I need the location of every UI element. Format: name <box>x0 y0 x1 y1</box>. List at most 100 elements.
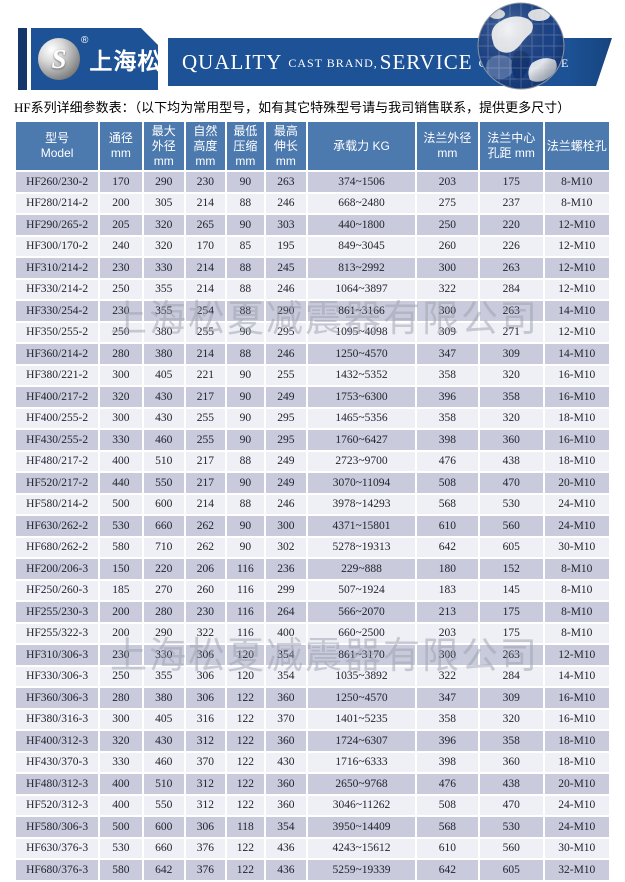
table-cell: 246 <box>265 344 306 364</box>
table-cell: 255 <box>265 365 306 385</box>
table-cell: HF255/230-3 <box>16 602 99 622</box>
table-cell: 250 <box>100 666 142 686</box>
table-cell: 1250~4570 <box>308 688 415 708</box>
table-cell: 240 <box>100 236 142 256</box>
table-cell: 3978~14293 <box>308 494 415 514</box>
table-cell: 24-M10 <box>544 795 609 815</box>
table-cell: 508 <box>416 795 478 815</box>
table-cell: 358 <box>416 408 478 428</box>
table-cell: 436 <box>265 860 306 880</box>
table-cell: 152 <box>479 559 543 579</box>
slogan-word-service: SERVICE <box>379 49 473 74</box>
table-cell: 24-M10 <box>544 516 609 536</box>
table-cell: 1401~5235 <box>308 709 415 729</box>
table-cell: 8-M10 <box>544 580 609 600</box>
table-cell: 320 <box>479 408 543 428</box>
table-cell: 90 <box>226 473 264 493</box>
table-cell: 213 <box>416 602 478 622</box>
column-header: 承载力 KG <box>308 122 415 170</box>
table-cell: 550 <box>143 473 184 493</box>
table-row: HF580/214-2 500 600 214 88 246 3978~14293 568 53… <box>16 494 609 514</box>
table-cell: 284 <box>479 279 543 299</box>
table-cell: 90 <box>226 516 264 536</box>
table-cell: 260 <box>416 236 478 256</box>
table-cell: 322 <box>416 666 478 686</box>
table-cell: 88 <box>226 344 264 364</box>
column-header: 通径 mm <box>100 122 142 170</box>
table-cell: 1250~4570 <box>308 344 415 364</box>
table-cell: 180 <box>416 559 478 579</box>
table-cell: 12-M10 <box>544 322 609 342</box>
table-cell: 668~2480 <box>308 193 415 213</box>
table-cell: 90 <box>226 172 264 192</box>
table-cell: 246 <box>265 279 306 299</box>
table-cell: 1760~6427 <box>308 430 415 450</box>
table-cell: 398 <box>416 752 478 772</box>
table-cell: 1753~6300 <box>308 387 415 407</box>
table-cell: HF360/214-2 <box>16 344 99 364</box>
banner-left-bar <box>18 28 27 90</box>
table-cell: 600 <box>143 494 184 514</box>
table-cell: 200 <box>100 602 142 622</box>
table-cell: 20-M10 <box>544 774 609 794</box>
table-row: HF520/217-2 440 550 217 90 249 3070~11094 508 47… <box>16 473 609 493</box>
table-cell: 405 <box>143 365 184 385</box>
table-cell: 530 <box>100 516 142 536</box>
table-cell: 221 <box>185 365 225 385</box>
table-cell: 476 <box>416 451 478 471</box>
table-cell: 3070~11094 <box>308 473 415 493</box>
table-cell: 660 <box>143 838 184 858</box>
table-cell: 214 <box>185 344 225 364</box>
table-cell: 312 <box>185 731 225 751</box>
table-cell: 360 <box>265 731 306 751</box>
table-cell: 309 <box>479 344 543 364</box>
table-row: HF380/316-3 300 405 316 122 370 1401~5235 358 32… <box>16 709 609 729</box>
company-sphere-logo-icon: S <box>38 38 80 80</box>
slogan-word-cast-brand: CAST BRAND, <box>288 56 378 70</box>
table-cell: 246 <box>265 193 306 213</box>
table-cell: 170 <box>185 236 225 256</box>
table-cell: 400 <box>265 623 306 643</box>
table-cell: 250 <box>100 279 142 299</box>
table-cell: 16-M10 <box>544 688 609 708</box>
table-cell: 580 <box>100 860 142 880</box>
table-cell: 347 <box>416 688 478 708</box>
table-cell: 230 <box>185 172 225 192</box>
table-cell: 88 <box>226 258 264 278</box>
globe-icon <box>477 2 565 90</box>
table-cell: 20-M10 <box>544 473 609 493</box>
table-cell: 560 <box>479 838 543 858</box>
table-cell: 4243~15612 <box>308 838 415 858</box>
table-cell: 8-M10 <box>544 602 609 622</box>
table-cell: 380 <box>143 344 184 364</box>
table-cell: 470 <box>479 473 543 493</box>
table-cell: 250 <box>416 215 478 235</box>
table-cell: 245 <box>265 258 306 278</box>
table-cell: 3046~11262 <box>308 795 415 815</box>
column-header: 最大 外径 mm <box>143 122 184 170</box>
table-cell: 360 <box>479 752 543 772</box>
table-row: HF260/230-2 170 290 230 90 263 374~1506 203 175 8… <box>16 172 609 192</box>
table-cell: 299 <box>265 580 306 600</box>
table-cell: 1716~6333 <box>308 752 415 772</box>
table-cell: 330 <box>143 645 184 665</box>
table-row: HF630/262-2 530 660 262 90 300 4371~15801 610 56… <box>16 516 609 536</box>
table-cell: 8-M10 <box>544 623 609 643</box>
table-cell: 263 <box>265 172 306 192</box>
table-cell: 280 <box>100 344 142 364</box>
table-cell: HF330/306-3 <box>16 666 99 686</box>
table-cell: 320 <box>143 215 184 235</box>
table-cell: 118 <box>226 817 264 837</box>
table-cell: 358 <box>479 731 543 751</box>
table-cell: 861~3166 <box>308 301 415 321</box>
table-cell: 217 <box>185 387 225 407</box>
table-cell: 236 <box>265 559 306 579</box>
table-cell: HF630/376-3 <box>16 838 99 858</box>
table-cell: 460 <box>143 752 184 772</box>
table-cell: 306 <box>185 688 225 708</box>
table-cell: HF680/376-3 <box>16 860 99 880</box>
table-cell: HF310/306-3 <box>16 645 99 665</box>
table-cell: 237 <box>479 193 543 213</box>
brand-banner: S ® 上海松夏 QUALITY CAST BRAND, SERVICE CRE… <box>0 0 625 94</box>
table-cell: 290 <box>143 172 184 192</box>
